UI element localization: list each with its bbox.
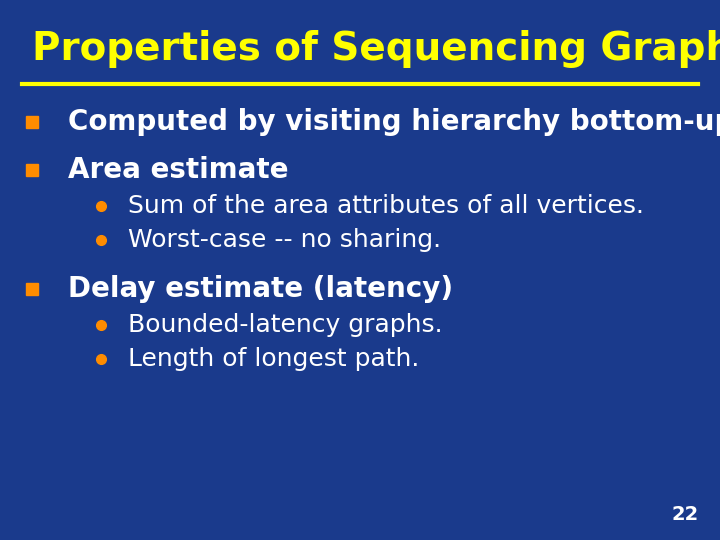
Text: 22: 22 bbox=[671, 505, 698, 524]
Text: Computed by visiting hierarchy bottom-up.: Computed by visiting hierarchy bottom-up… bbox=[68, 107, 720, 136]
Text: Bounded-latency graphs.: Bounded-latency graphs. bbox=[128, 313, 443, 337]
Text: Properties of Sequencing Graphs: Properties of Sequencing Graphs bbox=[32, 30, 720, 68]
Text: Delay estimate (latency): Delay estimate (latency) bbox=[68, 275, 454, 303]
Text: Worst-case -- no sharing.: Worst-case -- no sharing. bbox=[128, 228, 441, 252]
Text: Length of longest path.: Length of longest path. bbox=[128, 347, 420, 371]
Text: Sum of the area attributes of all vertices.: Sum of the area attributes of all vertic… bbox=[128, 194, 644, 218]
Text: Area estimate: Area estimate bbox=[68, 156, 289, 184]
